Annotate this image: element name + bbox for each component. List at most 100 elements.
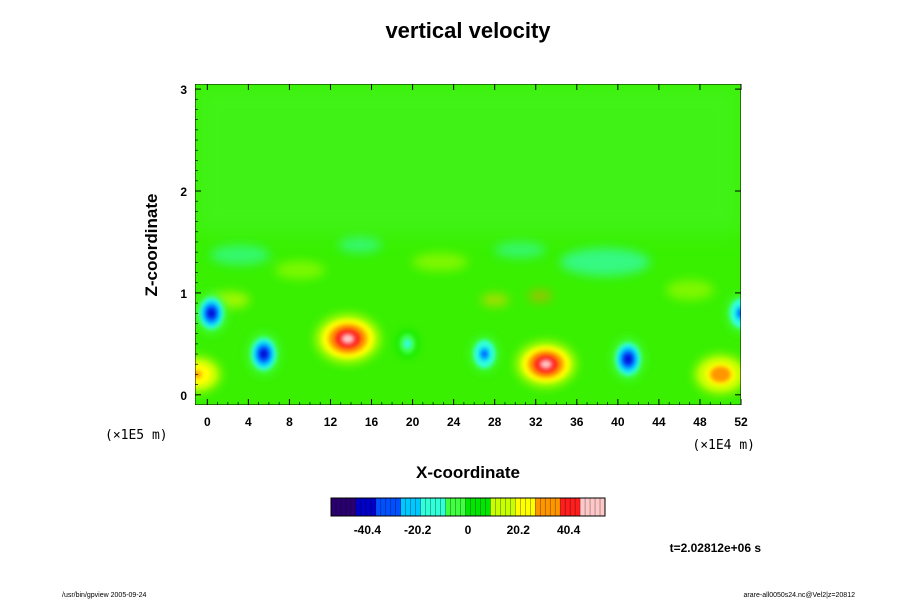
colorbar-segment	[425, 498, 432, 516]
x-tick-label: 40	[611, 415, 625, 429]
turb-blob	[412, 253, 468, 271]
turbulent-layer	[210, 237, 714, 308]
turb-blob	[275, 261, 325, 279]
y-tick-label: 3	[180, 83, 187, 97]
colorbar-segment	[350, 498, 357, 516]
colorbar-segment	[415, 498, 422, 516]
turb-blob	[528, 290, 552, 302]
colorbar-segment	[370, 498, 377, 516]
colorbar-segment	[545, 498, 551, 516]
colorbar-segment	[435, 498, 441, 516]
velocity-feature	[470, 336, 498, 372]
colorbar-segment	[555, 498, 561, 516]
colorbar-segment	[485, 498, 491, 516]
feature-contour	[738, 309, 741, 317]
colorbar-segment	[450, 498, 456, 516]
colorbar-segment	[390, 498, 397, 516]
colorbar-segment	[570, 498, 576, 516]
colorbar-segment	[445, 498, 451, 516]
velocity-feature	[195, 356, 221, 393]
colorbar-segment	[600, 498, 606, 516]
colorbar-segment	[430, 498, 437, 516]
colorbar-segment	[400, 498, 407, 516]
colorbar-segment	[365, 498, 372, 516]
colorbar-segment	[375, 498, 382, 516]
velocity-feature	[727, 294, 741, 332]
colorbar-segment	[455, 498, 461, 516]
y-tick-label: 1	[180, 287, 187, 301]
feature-contour	[481, 350, 488, 358]
colorbar-segment	[575, 498, 581, 516]
chart-title: vertical velocity	[385, 18, 551, 43]
colorbar-segment	[535, 498, 541, 516]
colorbar-segment	[565, 498, 571, 516]
turb-blob	[494, 242, 546, 258]
x-tick-label: 16	[365, 415, 379, 429]
feature-contour	[715, 370, 726, 379]
colorbar-segment	[505, 498, 511, 516]
colorbar-segment	[510, 498, 516, 516]
colorbar-segment	[335, 498, 342, 516]
turb-blob	[666, 280, 714, 300]
colorbar-segment	[331, 498, 337, 516]
colorbar-segment	[475, 498, 481, 516]
x-scale-note: (×1E4 m)	[692, 438, 755, 453]
feature-contour	[540, 359, 552, 369]
y-axis: 0 1 2 3	[180, 83, 741, 403]
footer-right: arare-all0050s24.nc@Vel2|z=20812	[744, 592, 856, 599]
colorbar-tick-label: -20.2	[404, 523, 432, 537]
y-tick-label: 0	[180, 389, 187, 403]
colorbar-segment	[585, 498, 591, 516]
x-tick-label: 12	[324, 415, 338, 429]
turb-blob	[560, 248, 650, 276]
x-tick-label: 4	[245, 415, 252, 429]
feature-contour	[260, 349, 267, 359]
colorbar-segment	[410, 498, 417, 516]
colorbar-tick-label: 40.4	[557, 523, 581, 537]
colorbar-segment	[580, 498, 586, 516]
colorbar-segment	[490, 498, 496, 516]
velocity-feature	[397, 330, 418, 357]
colorbar-segment	[560, 498, 566, 516]
feature-contour	[405, 341, 410, 347]
colorbar-segment	[345, 498, 352, 516]
colorbar: -40.4 -20.2 0 20.2 40.4	[330, 497, 606, 537]
upper-layer	[195, 84, 741, 234]
colorbar-tick-label: -40.4	[354, 523, 382, 537]
y-tick-label: 2	[180, 185, 187, 199]
colorbar-segment	[515, 498, 521, 516]
x-tick-label: 8	[286, 415, 293, 429]
x-tick-label: 24	[447, 415, 461, 429]
colorbar-segment	[540, 498, 546, 516]
colorbar-segment	[480, 498, 486, 516]
velocity-feature	[196, 293, 227, 334]
colorbar-segment	[420, 498, 427, 516]
colorbar-segment	[465, 498, 471, 516]
colorbar-segment	[525, 498, 531, 516]
feature-contour	[208, 309, 215, 318]
turb-blob	[481, 294, 509, 306]
colorbar-segment	[395, 498, 402, 516]
colorbar-segment	[355, 498, 362, 516]
colorbar-segment	[405, 498, 412, 516]
x-tick-label: 44	[652, 415, 666, 429]
plot-area	[195, 84, 741, 405]
colorbar-segment	[385, 498, 392, 516]
feature-contour	[341, 333, 355, 344]
velocity-feature	[516, 341, 576, 387]
feature-contour	[195, 370, 202, 378]
colorbar-tick-label: 20.2	[507, 523, 531, 537]
colorbar-segment	[550, 498, 556, 516]
x-tick-label: 52	[734, 415, 748, 429]
x-axis-label: X-coordinate	[416, 463, 520, 482]
velocity-feature	[694, 354, 741, 394]
x-tick-label: 28	[488, 415, 502, 429]
colorbar-segment	[360, 498, 367, 516]
colorbar-segment	[440, 498, 446, 516]
time-label: t=2.02812e+06 s	[670, 541, 762, 555]
colorbar-segment	[470, 498, 476, 516]
colorbar-segment	[595, 498, 601, 516]
velocity-feature	[247, 333, 280, 375]
velocity-features	[195, 293, 741, 394]
